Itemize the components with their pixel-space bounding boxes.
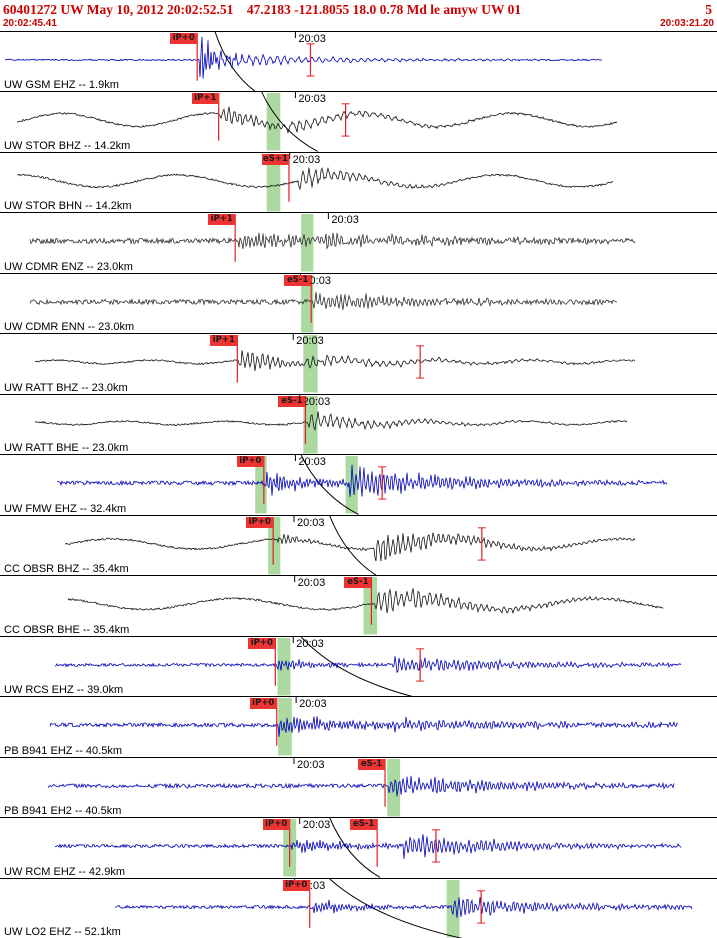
minute-time-label: 20:03 [331,214,359,227]
pick-flag-label: eS-1 [287,274,309,285]
trace-panel[interactable]: eS-1 20:03 CC OBSR BHE -- 35.4km [0,575,717,636]
seismogram-waveform[interactable] [0,213,717,272]
minute-time-label: 20:03 [296,516,325,529]
seismogram-waveform[interactable] [0,152,717,212]
minute-time-label: 20:03 [298,93,326,106]
seismogram-waveform[interactable] [0,273,717,333]
station-label: CC OBSR BHZ -- 35.4km [4,563,129,576]
trace-list: iP+0 20:03 UW GSM EHZ -- 1.9km iP+1 20:0… [0,31,717,938]
pick-flag[interactable]: iP+0 [170,33,198,44]
trace-panel[interactable]: iP+0 20:03 UW LO2 EHZ -- 52.1km [0,877,717,938]
seismogram-waveform[interactable] [0,334,717,393]
station-label: UW RATT BHZ -- 23.0km [4,381,128,394]
trace-panel[interactable]: iP+0 20:03 PB B941 EHZ -- 40.5km [0,696,717,757]
station-label: UW STOR BHN -- 14.2km [4,200,132,213]
pick-flag[interactable]: iP+0 [262,819,290,831]
pick-flag-label: iP+0 [265,819,288,830]
time-row: 20:02:45.41 20:03:21.20 [0,18,717,29]
station-label: UW LO2 EHZ -- 52.1km [4,926,121,938]
pick-flag-label: eS-1 [360,758,383,769]
pick-flag[interactable]: iP+0 [246,516,274,528]
pick-flag[interactable]: iP+0 [282,879,310,891]
seismogram-waveform[interactable] [0,697,717,756]
station-label: PB B941 EHZ -- 40.5km [4,744,122,757]
event-title: 60401272 UW May 10, 2012 20:02:52.51 47.… [3,2,522,17]
minute-time-label: 20:03 [302,395,331,408]
seismogram-waveform[interactable] [0,394,717,454]
pick-flag[interactable]: eS-1 [278,395,306,407]
title-row: 60401272 UW May 10, 2012 20:02:52.51 47.… [0,1,717,18]
pick-flag-label: iP+0 [285,879,308,890]
window-start-time: 20:02:45.41 [3,18,57,29]
station-label: UW RCS EHZ -- 39.0km [4,684,124,697]
pick-flag[interactable]: iP+0 [236,456,264,468]
minute-time-label: 20:03 [292,153,321,166]
trace-panel[interactable]: eS-1 20:03 UW CDMR ENN -- 23.0km [0,272,717,334]
pick-flag-label: iP+0 [239,456,262,467]
trace-panel[interactable]: iP+1 20:03 UW RATT BHZ -- 23.0km [0,333,717,394]
pick-flag[interactable]: iP+1 [208,214,236,226]
minute-time-label: 20:03 [302,819,331,832]
pick-flag[interactable]: iP+0 [248,637,276,649]
station-label: PB B941 EH2 -- 40.5km [4,805,122,818]
trace-panel[interactable]: iP+0 eS-1 20:03 UW RCM EHZ -- 42.9km [0,817,717,878]
pick-flag-label: iP+0 [250,637,273,648]
pick-flag[interactable]: eS+1 [261,153,289,165]
pick-flag[interactable]: eS-1 [344,577,372,589]
pick-flag[interactable]: iP+0 [249,698,277,710]
seismogram-waveform[interactable] [0,92,717,152]
minute-time-label: 20:03 [296,637,324,650]
station-label: UW GSM EHZ -- 1.9km [4,79,119,92]
header: 60401272 UW May 10, 2012 20:02:52.51 47.… [0,0,717,31]
minute-time-label: 20:03 [298,33,326,45]
seismogram-waveform[interactable] [0,636,717,697]
station-label: UW CDMR ENZ -- 23.0km [4,260,133,273]
pick-flag-label: iP+0 [248,516,271,527]
seismogram-waveform[interactable] [0,455,717,515]
minute-time-label: 20:03 [296,335,324,348]
pick-flag-label: iP+1 [194,93,217,104]
trace-panel[interactable]: iP+0 20:03 CC OBSR BHZ -- 35.4km [0,514,717,576]
station-label: UW RATT BHE -- 23.0km [4,442,129,455]
seismogram-waveform[interactable] [0,576,717,635]
window-end-time: 20:03:21.20 [660,18,714,29]
pick-flag[interactable]: eS-1 [358,758,386,770]
station-label: UW RCM EHZ -- 42.9km [4,865,125,878]
trace-panel[interactable]: iP+0 20:03 UW RCS EHZ -- 39.0km [0,635,717,697]
pick-flag-label: eS-1 [347,577,369,588]
minute-time-label: 20:03 [297,577,326,590]
seismogram-waveform[interactable] [0,818,717,878]
minute-time-label: 20:03 [299,698,327,711]
seismogram-waveform[interactable] [0,32,717,92]
trace-panel[interactable]: iP+1 20:03 UW STOR BHZ -- 14.2km [0,91,717,152]
trace-panel[interactable]: iP+0 20:03 UW GSM EHZ -- 1.9km [0,31,717,92]
station-label: CC OBSR BHE -- 35.4km [4,623,130,636]
seismogram-waveform[interactable] [0,757,717,817]
minute-time-label: 20:03 [296,758,325,771]
pick-flag[interactable]: eS-1 [350,819,378,831]
trace-panel[interactable]: eS-1 20:03 PB B941 EH2 -- 40.5km [0,756,717,818]
pick-flag[interactable]: iP+1 [210,335,238,347]
trace-panel[interactable]: eS+1 20:03 UW STOR BHN -- 14.2km [0,151,717,213]
station-label: UW FMW EHZ -- 32.4km [4,502,127,515]
pick-flag-label: iP+1 [210,214,233,225]
trace-panel[interactable]: eS-1 20:03 UW RATT BHE -- 23.0km [0,393,717,455]
trace-panel[interactable]: iP+1 20:03 UW CDMR ENZ -- 23.0km [0,212,717,273]
pick-flag-label: eS+1 [262,153,288,164]
minute-time-label: 20:03 [298,456,326,469]
pick-flag-label: iP+0 [172,33,195,43]
pick-flag-label: iP+1 [212,335,235,346]
pick-flag[interactable]: iP+1 [191,93,219,105]
page-indicator: 5 [705,2,712,17]
seismogram-waveform[interactable] [0,878,717,938]
station-label: UW CDMR ENN -- 23.0km [4,321,135,334]
pick-flag-label: iP+0 [252,698,275,709]
pick-flag-label: eS-1 [281,395,303,406]
trace-panel[interactable]: iP+0 20:03 UW FMW EHZ -- 32.4km [0,454,717,515]
pick-flag[interactable]: eS-1 [284,274,312,286]
pick-flag-label: eS-1 [352,819,375,830]
seismogram-waveform[interactable] [0,515,717,576]
station-label: UW STOR BHZ -- 14.2km [4,139,131,152]
